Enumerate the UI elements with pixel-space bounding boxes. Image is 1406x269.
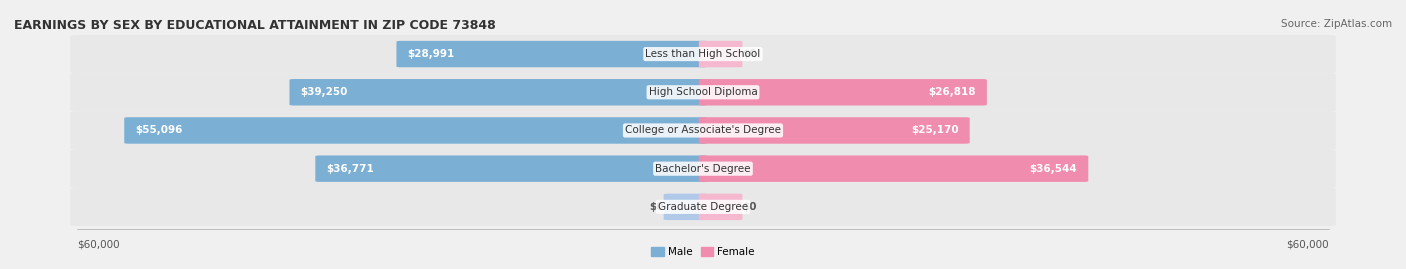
FancyBboxPatch shape (70, 188, 1336, 226)
FancyBboxPatch shape (699, 41, 742, 67)
Text: $36,771: $36,771 (326, 164, 374, 174)
FancyBboxPatch shape (124, 117, 707, 144)
FancyBboxPatch shape (699, 79, 987, 105)
Text: $60,000: $60,000 (77, 240, 120, 250)
Text: Less than High School: Less than High School (645, 49, 761, 59)
Text: $28,991: $28,991 (408, 49, 456, 59)
Text: $25,170: $25,170 (911, 125, 959, 136)
Text: $0: $0 (742, 202, 756, 212)
FancyBboxPatch shape (70, 111, 1336, 150)
Text: $26,818: $26,818 (928, 87, 976, 97)
Text: Source: ZipAtlas.com: Source: ZipAtlas.com (1281, 19, 1392, 29)
Legend: Male, Female: Male, Female (647, 243, 759, 261)
FancyBboxPatch shape (664, 194, 707, 220)
Text: $39,250: $39,250 (301, 87, 349, 97)
FancyBboxPatch shape (699, 194, 742, 220)
Text: $0: $0 (742, 49, 756, 59)
FancyBboxPatch shape (699, 117, 970, 144)
FancyBboxPatch shape (315, 155, 707, 182)
Text: Bachelor's Degree: Bachelor's Degree (655, 164, 751, 174)
FancyBboxPatch shape (70, 150, 1336, 188)
Text: High School Diploma: High School Diploma (648, 87, 758, 97)
Text: $55,096: $55,096 (135, 125, 183, 136)
FancyBboxPatch shape (290, 79, 707, 105)
FancyBboxPatch shape (70, 35, 1336, 73)
FancyBboxPatch shape (396, 41, 707, 67)
FancyBboxPatch shape (70, 73, 1336, 111)
Text: $36,544: $36,544 (1029, 164, 1077, 174)
Text: Graduate Degree: Graduate Degree (658, 202, 748, 212)
FancyBboxPatch shape (699, 155, 1088, 182)
Text: College or Associate's Degree: College or Associate's Degree (626, 125, 780, 136)
Text: $60,000: $60,000 (1286, 240, 1329, 250)
Text: EARNINGS BY SEX BY EDUCATIONAL ATTAINMENT IN ZIP CODE 73848: EARNINGS BY SEX BY EDUCATIONAL ATTAINMEN… (14, 19, 496, 32)
Text: $0: $0 (650, 202, 664, 212)
